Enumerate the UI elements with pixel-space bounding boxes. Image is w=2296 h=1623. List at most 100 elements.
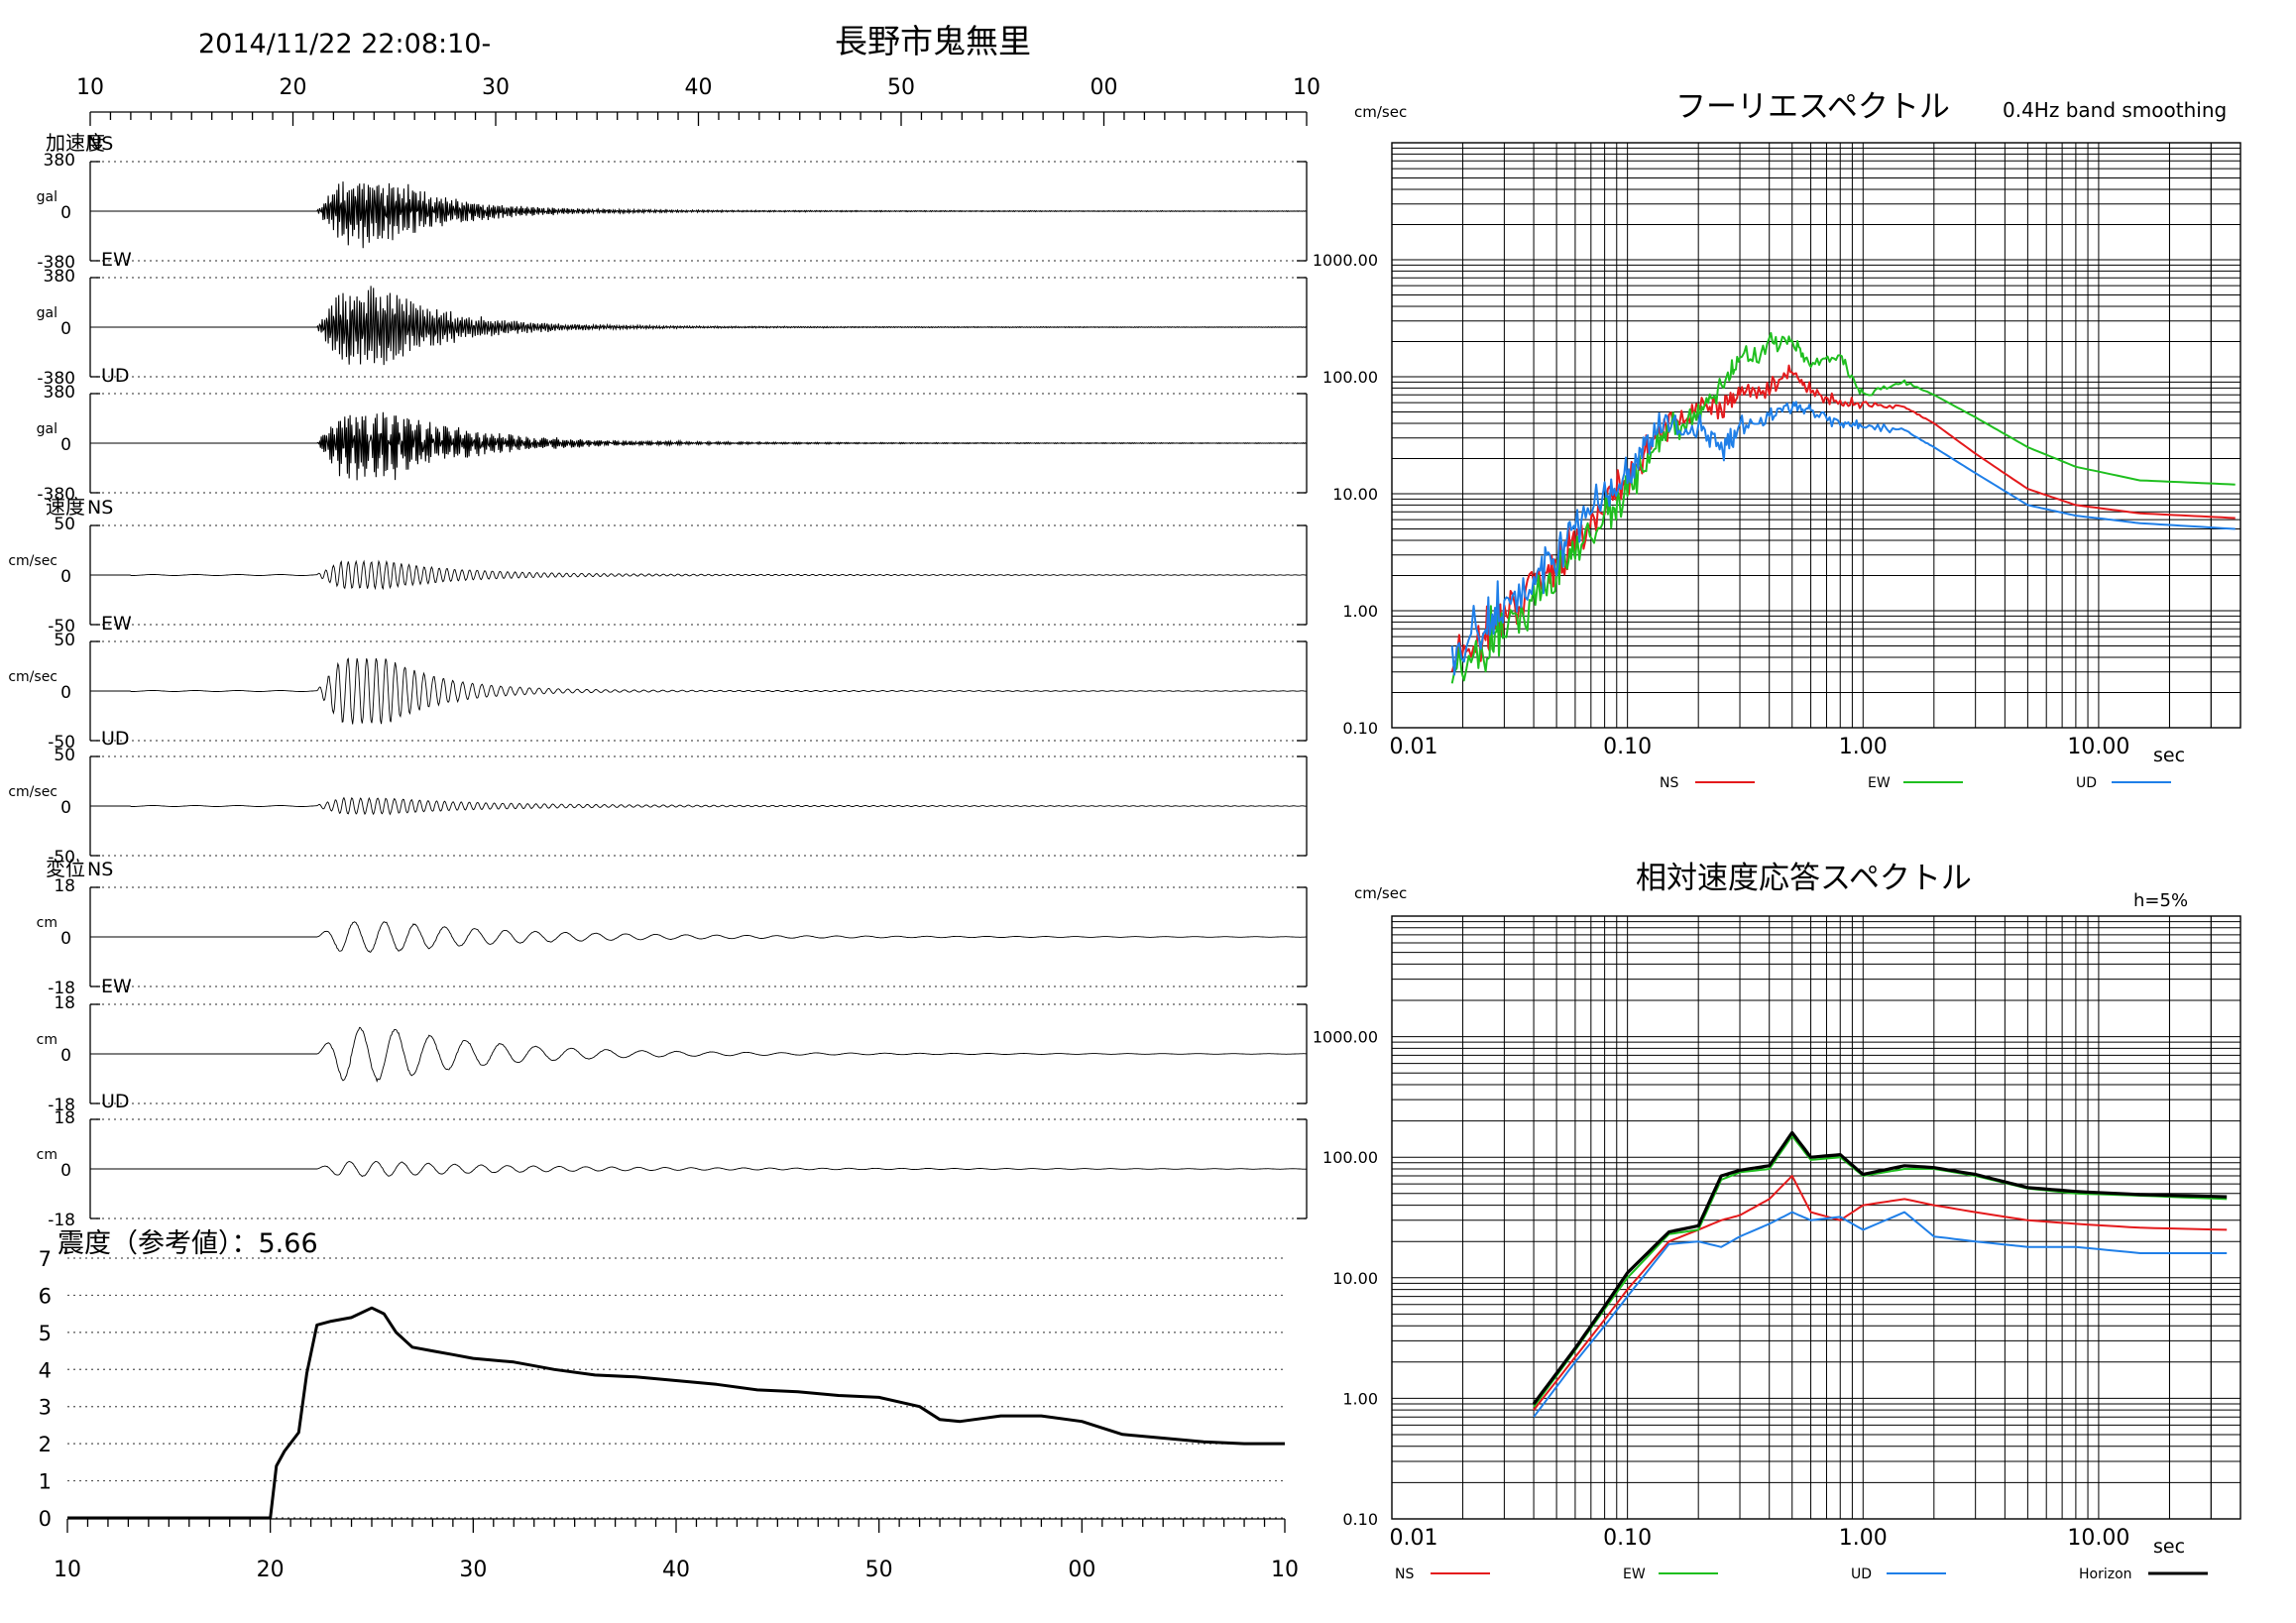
fourier-plot: 1000.00 100.00 10.00 1.00 0.10 0.01 0.10 1.00 10…	[1313, 142, 2241, 791]
intensity-y-label: 5	[39, 1322, 52, 1345]
waveform-unit-label: gal	[37, 305, 57, 321]
time-axis-label: 30	[482, 75, 510, 100]
y-tick-label: 100.00	[1322, 1148, 1378, 1167]
x-tick-label: 0.10	[1603, 1526, 1652, 1551]
waveform-trace	[90, 559, 1308, 591]
waveform-trace	[90, 1161, 1308, 1178]
time-axis-label: 20	[280, 75, 307, 100]
x-tick-label: 10.00	[2067, 735, 2129, 759]
y-tick-label: 0.10	[1342, 1510, 1378, 1529]
series-line-horizon	[1532, 1130, 2228, 1405]
waveform-top-label: 50	[54, 746, 75, 765]
series-line-ew	[1533, 1134, 2228, 1408]
y-tick-label: 1.00	[1342, 1389, 1378, 1408]
waveform-bottom-label: -380	[37, 369, 75, 389]
waveform-unit-label: cm/sec	[8, 669, 57, 685]
waveform-zero-label: 0	[60, 1161, 71, 1181]
waveform-bottom-label: -18	[48, 1096, 75, 1115]
waveform-unit-label: gal	[37, 189, 57, 205]
legend-label: NS	[1660, 775, 1678, 791]
header-station: 長野市鬼無里	[835, 22, 1031, 60]
fourier-spectrum-chart: フーリエスペクトル 0.4Hz band smoothing cm/sec se…	[1313, 89, 2241, 791]
legend-label: EW	[1868, 775, 1891, 791]
fourier-title: フーリエスペクトル	[1675, 89, 1950, 125]
response-note: h=5%	[2133, 890, 2188, 911]
waveform-top-label: 50	[54, 631, 75, 650]
legend-label: UD	[1851, 1566, 1872, 1582]
waveform-component-label: EW	[101, 613, 132, 635]
waveform-trace	[90, 1026, 1307, 1083]
y-tick-label: 1000.00	[1313, 1028, 1378, 1047]
intensity-y-label: 2	[39, 1433, 52, 1456]
waveform-top-label: 380	[44, 383, 75, 403]
intensity-x-label: 00	[1068, 1558, 1095, 1582]
y-tick-label: 0.10	[1342, 719, 1378, 738]
response-title: 相対速度応答スペクトル	[1636, 861, 1972, 896]
waveform-top-label: 18	[54, 1108, 75, 1128]
waveform-top-label: 18	[54, 876, 75, 896]
y-tick-label: 100.00	[1322, 368, 1378, 387]
fourier-x-unit: sec	[2153, 745, 2185, 766]
waveform-bottom-label: -18	[48, 1211, 75, 1230]
waveform-bottom-label: -18	[48, 979, 75, 998]
waveform-group-label: 速度	[46, 495, 85, 519]
waveform-unit-label: cm	[37, 1032, 57, 1048]
intensity-y-label: 1	[39, 1470, 52, 1494]
waveform-group-label: 変位	[46, 857, 85, 880]
response-unit: cm/sec	[1354, 884, 1407, 902]
time-axis-label: 50	[887, 75, 915, 100]
intensity-y-label: 4	[39, 1358, 52, 1382]
waveform-zero-label: 0	[60, 1046, 71, 1066]
waveform-bottom-label: -380	[37, 253, 75, 273]
legend-label: EW	[1623, 1566, 1646, 1582]
intensity-y-label: 7	[39, 1247, 52, 1271]
response-plot: 1000.00 100.00 10.00 1.00 0.10 0.01 0.10 1.00 10…	[1313, 915, 2241, 1582]
series-line-ud	[1533, 1211, 2228, 1418]
waveform-component-label: EW	[101, 976, 132, 997]
waveform-unit-label: gal	[37, 421, 57, 437]
x-tick-label: 0.10	[1603, 735, 1652, 759]
waveform-bottom-label: -50	[48, 848, 75, 868]
waveform-component-label: NS	[87, 133, 113, 155]
time-axis-labels: 10 20 30 40 50 00 10	[76, 75, 1320, 100]
y-tick-label: 1.00	[1342, 602, 1378, 621]
waveform-trace	[90, 921, 1308, 953]
waveform-zero-label: 0	[60, 203, 71, 223]
time-axis-label: 10	[76, 75, 104, 100]
waveform-component-label: EW	[101, 249, 132, 271]
intensity-x-label: 30	[459, 1558, 487, 1582]
time-axis-top: 10 20 30 40 50 00 10	[76, 75, 1320, 126]
waveform-trace	[90, 796, 1307, 816]
waveform-zero-label: 0	[60, 798, 71, 818]
waveform-zero-label: 0	[60, 567, 71, 587]
header-datetime: 2014/11/22 22:08:10-	[198, 29, 491, 59]
waveform-panel: EW 18 cm0 -18	[37, 976, 1308, 1115]
x-tick-label: 1.00	[1839, 1526, 1888, 1551]
y-tick-label: 10.00	[1332, 1269, 1378, 1288]
series-line-ud	[1450, 401, 2236, 676]
series-line-ns	[1450, 364, 2236, 672]
intensity-y-label: 0	[39, 1507, 52, 1531]
waveform-component-label: NS	[87, 859, 113, 880]
waveform-unit-label: cm/sec	[8, 553, 57, 569]
fourier-unit: cm/sec	[1354, 103, 1407, 121]
waveform-top-label: 50	[54, 515, 75, 534]
waveform-trace	[90, 286, 1308, 366]
waveform-top-label: 380	[44, 267, 75, 287]
waveform-zero-label: 0	[60, 929, 71, 949]
y-tick-label: 10.00	[1332, 485, 1378, 504]
response-x-unit: sec	[2153, 1536, 2185, 1558]
intensity-y-label: 6	[39, 1284, 52, 1308]
waveform-bottom-label: -380	[37, 485, 75, 505]
fourier-note: 0.4Hz band smoothing	[2003, 98, 2227, 122]
